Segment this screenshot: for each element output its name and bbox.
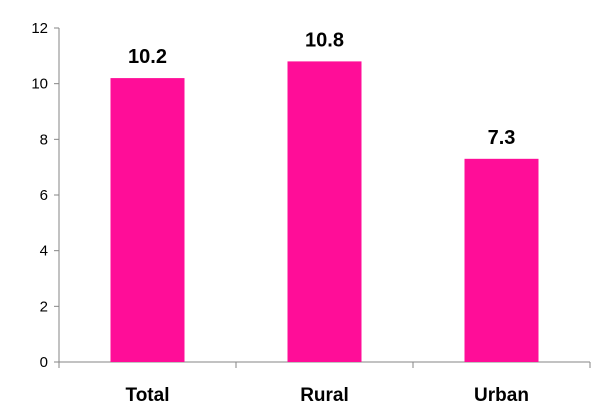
bars [110,61,539,363]
category-label-urban: Urban [474,385,529,406]
y-tick-label: 6 [40,187,48,204]
data-label-urban: 7.3 [488,127,516,149]
bar-total [110,78,185,362]
y-axis: 0 2 4 6 8 10 12 [31,20,60,371]
x-axis: Total Rural Urban [58,361,591,406]
y-tick-label: 8 [40,131,48,148]
y-tick-label: 2 [40,298,48,315]
data-labels: 10.2 10.8 7.3 [128,29,515,148]
data-label-rural: 10.8 [305,29,344,51]
y-tick-label: 10 [31,76,48,93]
y-tick-label: 0 [40,354,48,371]
y-tick-label: 12 [31,20,48,37]
bar-urban [464,158,539,362]
bar-rural [287,61,362,363]
category-label-total: Total [126,385,170,406]
category-label-rural: Rural [300,385,349,406]
data-label-total: 10.2 [128,46,167,68]
y-tick-label: 4 [40,243,48,260]
